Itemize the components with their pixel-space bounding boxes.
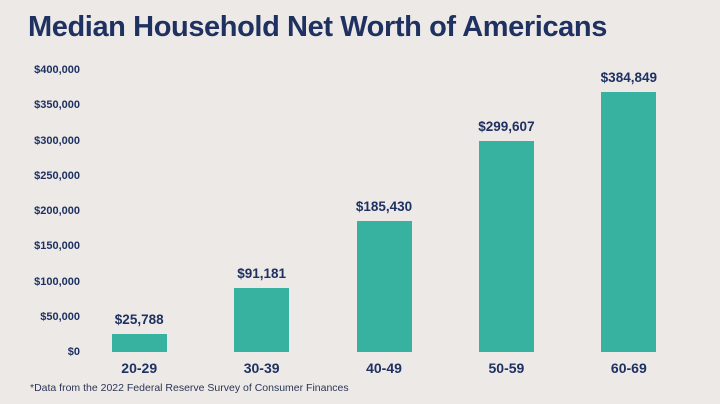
y-axis-label: $300,000 xyxy=(34,134,80,147)
x-axis-label: 20-29 xyxy=(121,360,158,376)
y-axis-label: $50,000 xyxy=(40,310,80,323)
bar xyxy=(234,287,290,352)
y-axis-label: $150,000 xyxy=(34,240,80,253)
x-axis-label: 50-59 xyxy=(488,360,525,376)
footnote: *Data from the 2022 Federal Reserve Surv… xyxy=(30,382,349,394)
bar-group: $91,181 xyxy=(200,70,322,352)
bar-value-label: $25,788 xyxy=(114,311,164,327)
bar xyxy=(601,92,657,352)
x-axis-label: 40-49 xyxy=(366,360,402,376)
x-axis: 20-29 30-39 40-49 50-59 60-69 xyxy=(78,360,690,376)
bar xyxy=(111,333,167,352)
chart-title: Median Household Net Worth of Americans xyxy=(28,11,607,43)
y-axis-label: $0 xyxy=(67,346,80,358)
plot-area: $25,788 $91,181 $185,430 $299,607 $384,849 xyxy=(78,70,690,352)
bar-value-label: $91,181 xyxy=(237,265,287,281)
y-axis: $400,000 $350,000 $300,000 $250,000 $200,000… xyxy=(0,64,80,358)
x-axis-label: 60-69 xyxy=(610,360,647,376)
y-axis-label: $100,000 xyxy=(34,275,80,288)
y-axis-label: $200,000 xyxy=(34,205,80,217)
bar-group: $25,788 xyxy=(78,70,200,352)
y-axis-label: $250,000 xyxy=(34,169,80,182)
x-axis-label: 30-39 xyxy=(243,360,280,376)
bar-group: $384,849 xyxy=(568,70,690,352)
bar xyxy=(478,140,534,352)
y-axis-label: $350,000 xyxy=(34,99,80,112)
bar-value-label: $384,849 xyxy=(600,70,657,85)
y-axis-label: $400,000 xyxy=(34,64,80,76)
bar xyxy=(356,221,412,352)
bar-value-label: $299,607 xyxy=(478,118,535,134)
bar-value-label: $185,430 xyxy=(355,199,413,215)
bar-group: $185,430 xyxy=(323,70,445,352)
bar-group: $299,607 xyxy=(445,70,567,352)
